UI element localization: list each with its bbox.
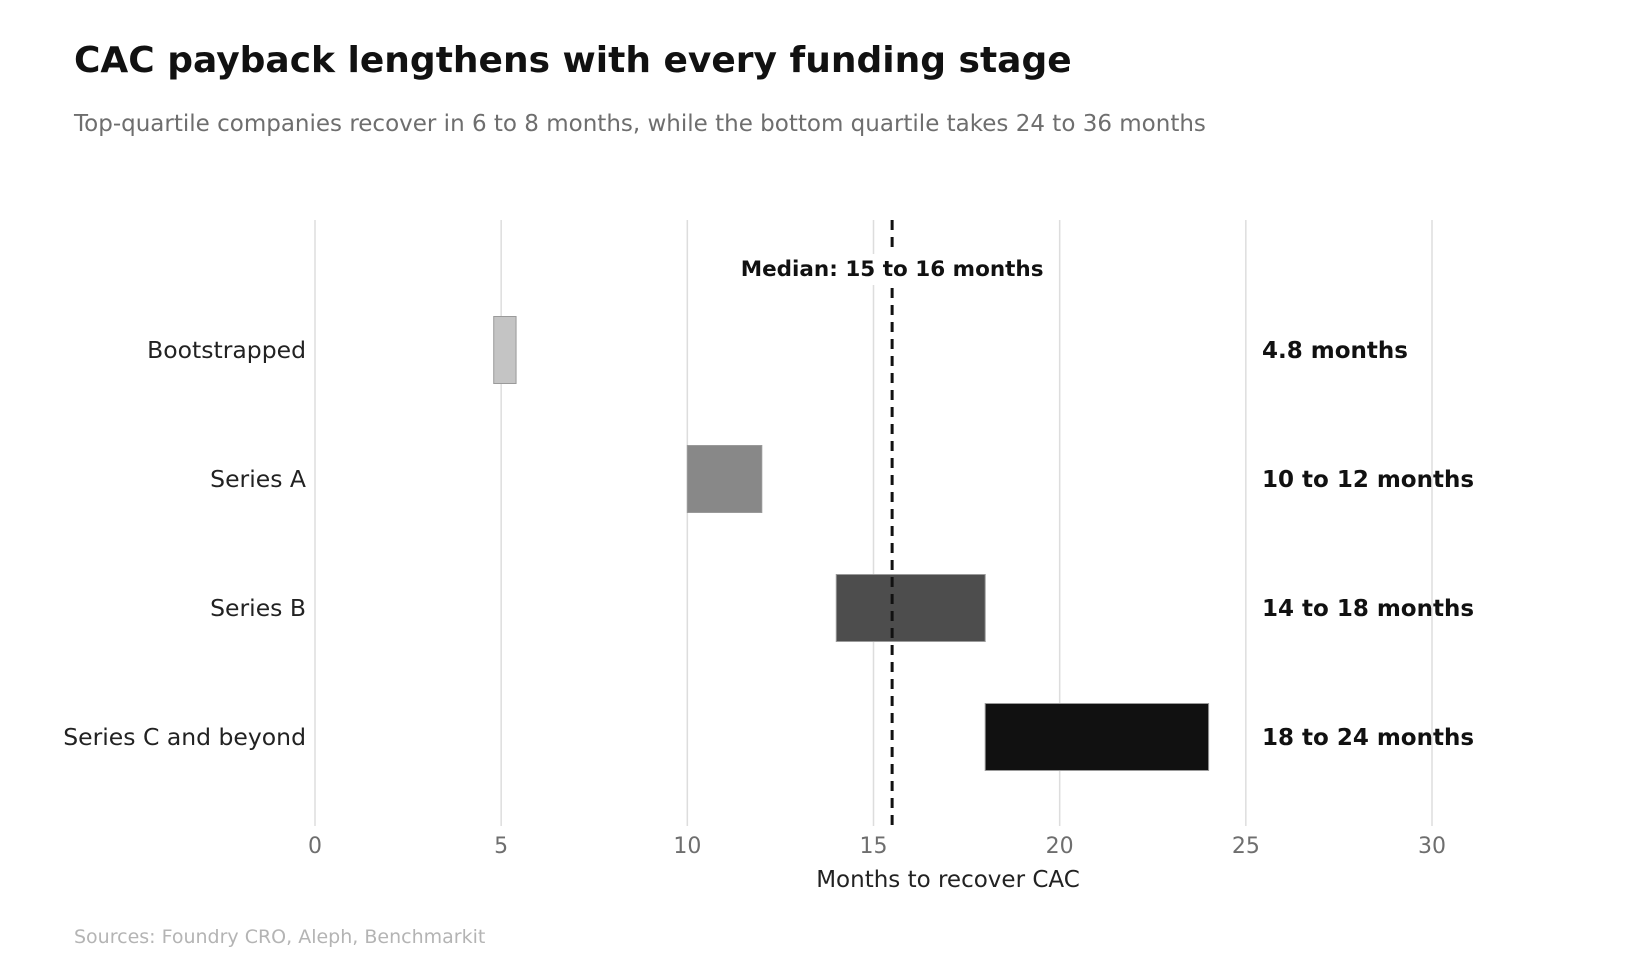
value-label: 18 to 24 months — [1262, 725, 1474, 751]
category-labels: Bootstrapped Series A Series B Series C and… — [63, 336, 306, 751]
bar-series-c-and-beyond — [984, 703, 1210, 771]
category-label: Series B — [210, 594, 306, 622]
median-label: Median: 15 to 16 months — [741, 257, 1044, 282]
value-labels: 4.8 months 10 to 12 months 14 to 18 months… — [1262, 338, 1474, 751]
x-tick-label-25: 25 — [1232, 834, 1260, 859]
range-bars — [493, 316, 1210, 771]
x-tick-label-10: 10 — [673, 834, 701, 859]
category-label: Bootstrapped — [147, 336, 306, 364]
median-label-background — [736, 254, 1048, 285]
value-label: 4.8 months — [1262, 338, 1408, 364]
category-label: Series A — [210, 465, 306, 493]
x-tick-label-15: 15 — [860, 834, 888, 859]
chart-title: CAC payback lengthens with every funding… — [74, 40, 1072, 81]
value-label: 10 to 12 months — [1262, 467, 1474, 493]
category-label: Series C and beyond — [63, 723, 306, 751]
chart-subtitle: Top-quartile companies recover in 6 to 8… — [73, 111, 1206, 137]
x-axis-title: Months to recover CAC — [816, 867, 1080, 893]
bar-series-b — [835, 574, 986, 642]
bar-series-a — [686, 445, 763, 513]
x-axis-ticks: 0 5 10 15 20 25 30 — [308, 834, 1446, 859]
x-tick-label-20: 20 — [1046, 834, 1074, 859]
x-tick-label-30: 30 — [1418, 834, 1446, 859]
source-note: Sources: Foundry CRO, Aleph, Benchmarkit — [74, 926, 485, 948]
value-label: 14 to 18 months — [1262, 596, 1474, 622]
median-reference: Median: 15 to 16 months — [736, 220, 1048, 826]
bar-bootstrapped — [493, 316, 517, 384]
x-tick-label-0: 0 — [308, 834, 322, 859]
x-tick-label-5: 5 — [494, 834, 508, 859]
